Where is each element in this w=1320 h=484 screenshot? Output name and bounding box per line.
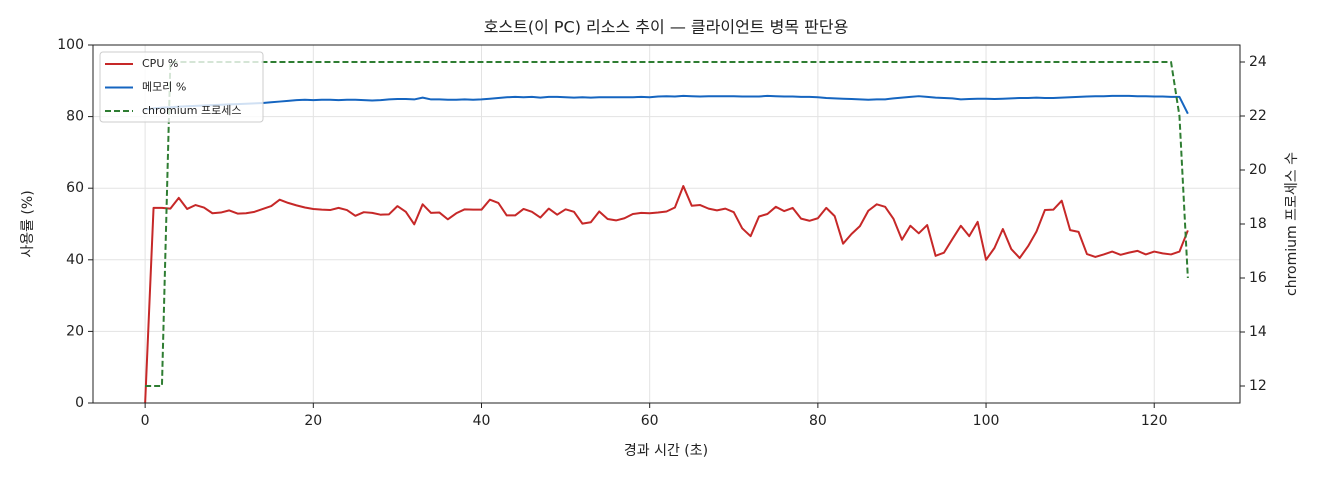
legend-label: 메모리 % <box>142 81 186 94</box>
y-tick-label: 40 <box>66 252 84 268</box>
x-axis-label: 경과 시간 (초) <box>624 443 708 459</box>
x-tick-label: 60 <box>641 413 659 429</box>
x-tick-label: 0 <box>141 413 150 429</box>
series-line <box>145 61 1189 387</box>
legend: CPU % 메모리 % chromium 프로세스 <box>99 51 264 123</box>
y2-tick-label: 16 <box>1249 270 1267 286</box>
y-axis-label: 사용률 (%) <box>20 190 36 257</box>
chart-title: 호스트(이 PC) 리소스 추이 — 클라이언트 병목 판단용 <box>484 18 849 37</box>
y2-tick-label: 20 <box>1249 162 1267 178</box>
y2-axis-label: chromium 프로세스 수 <box>1284 152 1300 296</box>
y2-tick-label: 12 <box>1249 378 1267 394</box>
y-tick-label: 20 <box>66 323 84 339</box>
legend-box <box>99 51 264 123</box>
y-tick-label: 100 <box>57 37 84 53</box>
x-tick-label: 120 <box>1141 413 1168 429</box>
x-tick-label: 40 <box>473 413 491 429</box>
legend-label: chromium 프로세스 <box>142 104 241 117</box>
series-line <box>145 94 1189 115</box>
y2-tick-label: 22 <box>1249 108 1267 124</box>
y-tick-label: 0 <box>75 395 84 411</box>
y-tick-label: 60 <box>66 180 84 196</box>
x-tick-label: 100 <box>973 413 1000 429</box>
y2-tick-label: 18 <box>1249 216 1267 232</box>
x-tick-label: 20 <box>304 413 322 429</box>
y2-tick-label: 14 <box>1249 324 1267 340</box>
y-tick-label: 80 <box>66 109 84 125</box>
x-tick-label: 80 <box>809 413 827 429</box>
y2-tick-label: 24 <box>1249 54 1267 70</box>
legend-label: CPU % <box>142 57 178 70</box>
plot-frame <box>92 44 1241 404</box>
series-line <box>144 185 1189 404</box>
